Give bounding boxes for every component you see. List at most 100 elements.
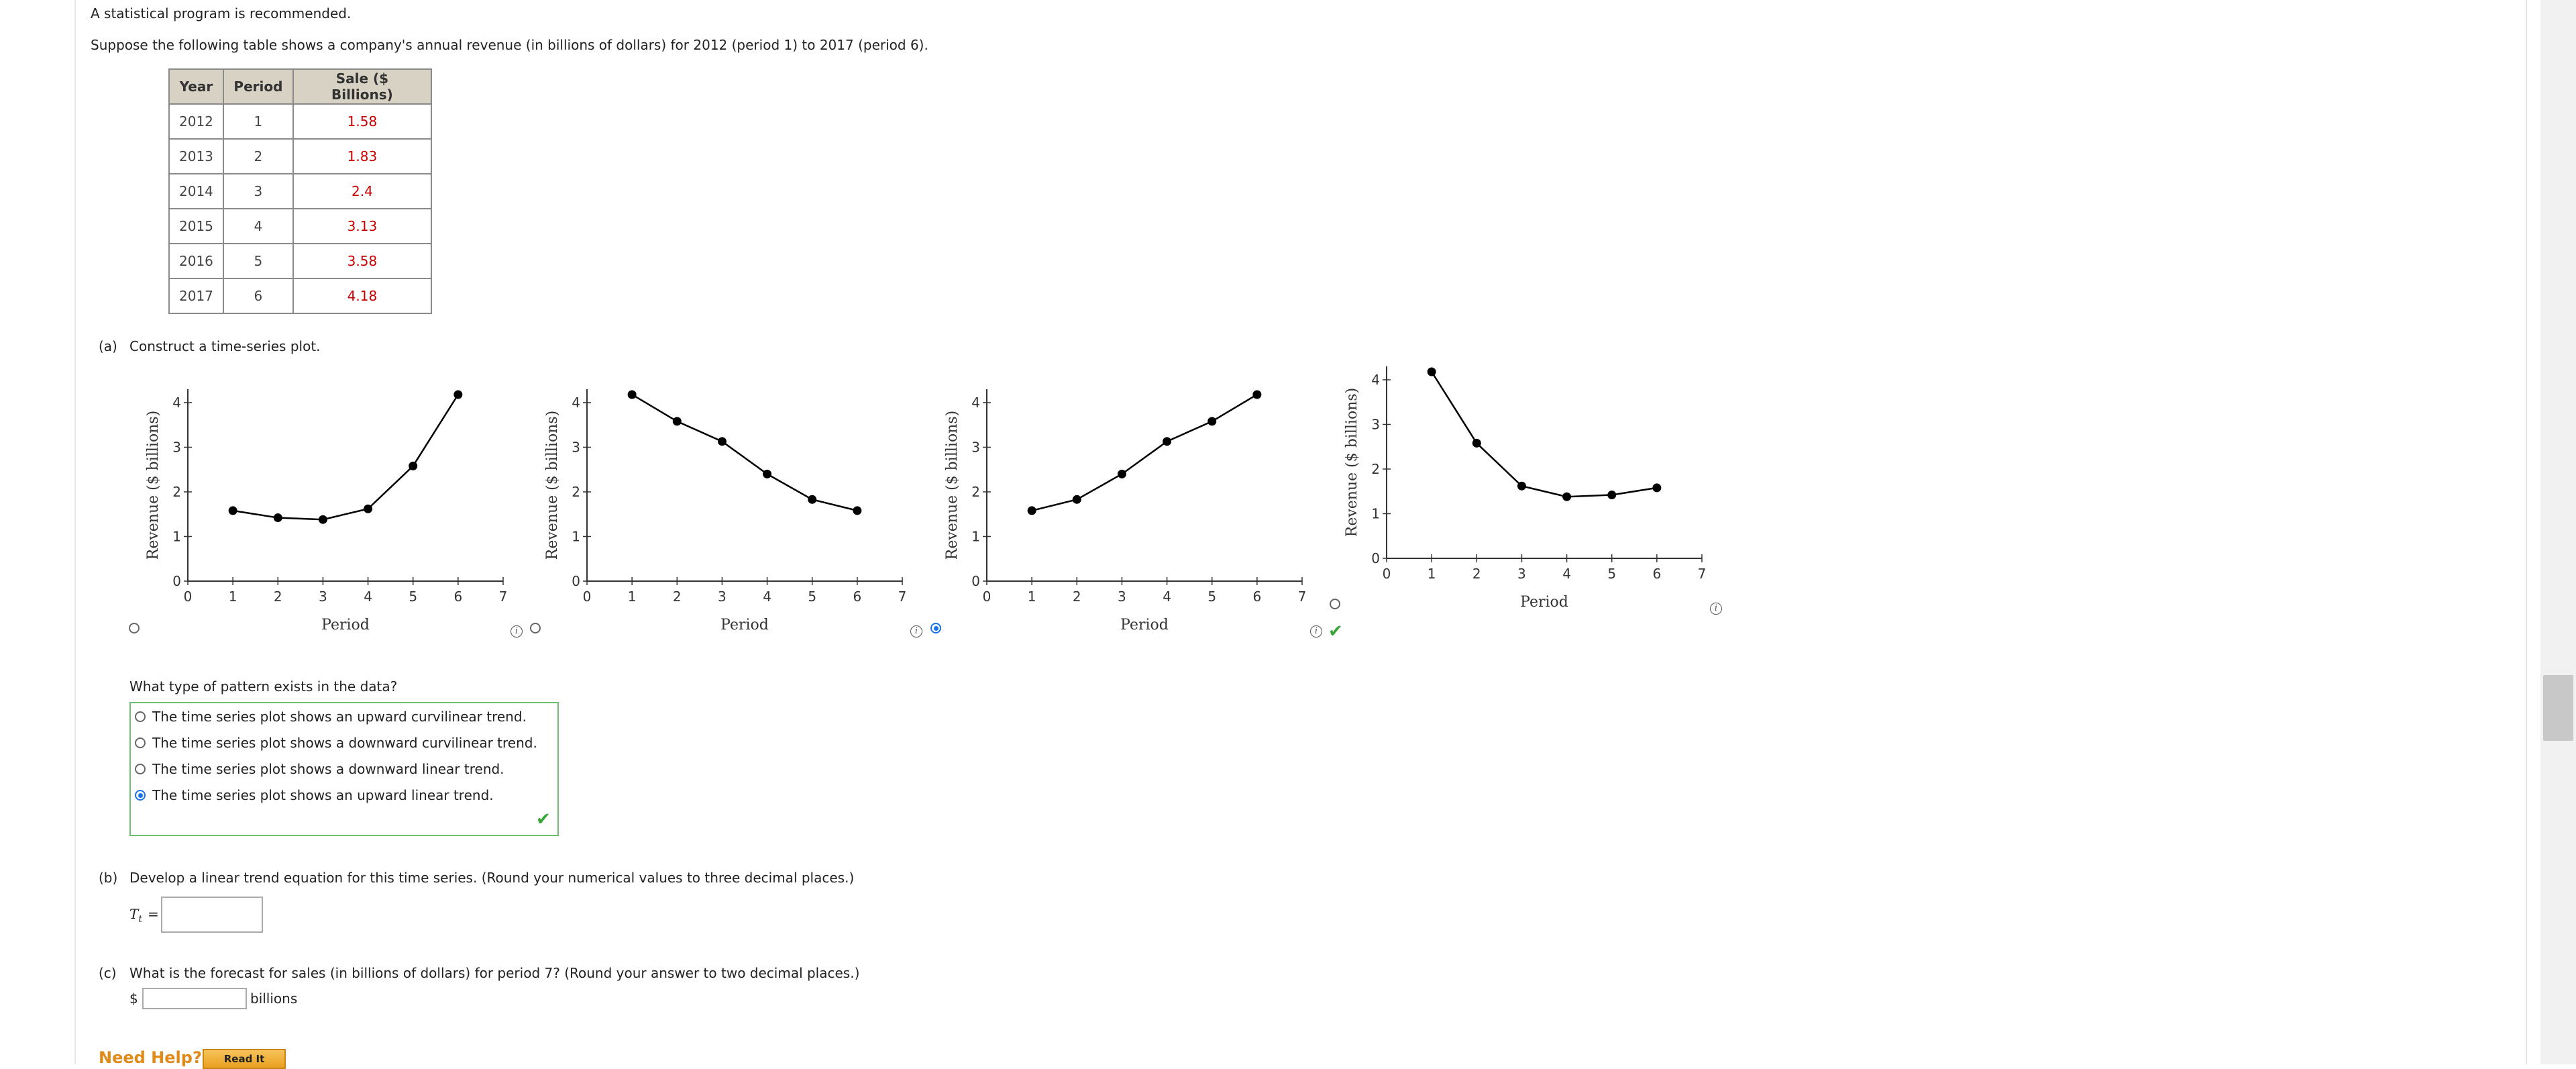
option-label: The time series plot shows a downward cu… [152,735,537,751]
table-row: 2016 5 3.58 [168,243,432,279]
cell-sale: 2.4 [292,173,432,209]
x-tick-label: 3 [1118,589,1126,605]
y-tick-label: 3 [971,439,980,455]
y-tick-label: 2 [172,484,181,500]
table-header-row: Year Period Sale ($ Billions) [168,68,432,105]
data-point [318,515,327,524]
x-tick-label: 6 [1252,589,1261,605]
chart-option-4: 0 1 2 3 4 5 6 7 0 1 2 3 4 Period Revenue ($ billions) [1336,353,1739,648]
y-tick-label: 4 [172,395,181,411]
x-tick-label: 3 [718,589,727,605]
data-point [453,390,463,399]
part-c-prompt: What is the forecast for sales (in billi… [129,965,860,981]
equals-sign: = [148,906,159,922]
x-tick-label: 2 [274,589,282,605]
x-tick-label: 2 [673,589,682,605]
table-row: 2014 3 2.4 [168,173,432,209]
x-tick-label: 2 [1073,589,1081,605]
data-point [364,504,373,513]
y-tick-label: 2 [1371,461,1380,477]
y-tick-label: 1 [971,528,980,544]
cell-period: 4 [222,208,294,244]
table-row: 2013 2 1.83 [168,138,432,174]
plot-radio-3[interactable] [930,623,941,633]
x-axis-label: Period [1520,594,1568,611]
option-radio[interactable] [135,737,146,748]
x-tick-label: 1 [1028,589,1036,605]
pattern-option[interactable]: The time series plot shows a downward li… [135,761,504,780]
cell-sale: 4.18 [292,278,432,314]
x-tick-label: 0 [1383,566,1391,582]
option-label: The time series plot shows a downward li… [152,761,504,777]
chart-option-1: 0 1 2 3 4 5 6 7 0 1 2 3 4 Period Revenue ($ billions) [138,376,540,671]
info-icon[interactable]: i [910,625,922,638]
option-radio[interactable] [135,764,146,774]
data-point [1562,492,1572,501]
part-a-label: (a) [99,338,117,354]
plot-radio-4[interactable] [1330,599,1340,609]
data-point [763,469,772,478]
plot-radio-2[interactable] [530,623,541,633]
cell-sale: 1.83 [292,138,432,174]
info-icon[interactable]: i [1710,603,1722,615]
series-line [631,393,858,512]
unit-label: billions [250,990,298,1007]
chart-svg: 0 1 2 3 4 5 6 7 0 1 2 3 4 Period Revenue ($ billions) [1344,366,1706,611]
cell-period: 5 [222,243,294,279]
y-tick-label: 2 [971,484,980,500]
sales-table: Year Period Sale ($ Billions) 2012 1 1.58 … [168,68,432,314]
data-point [1252,390,1262,399]
option-radio[interactable] [135,711,146,722]
part-c-label: (c) [99,965,117,981]
x-axis-label: Period [1120,617,1169,633]
data-point [853,506,862,515]
x-tick-label: 7 [1298,589,1307,605]
y-tick-label: 1 [1371,505,1380,521]
y-tick-label: 0 [1371,550,1380,566]
x-tick-label: 1 [1428,566,1436,582]
cell-year: 2015 [168,208,224,244]
x-tick-label: 6 [853,589,861,605]
data-point [1607,491,1617,500]
pattern-option[interactable]: The time series plot shows a downward cu… [135,735,537,754]
table-row: 2012 1 1.58 [168,103,432,140]
series-line [1431,371,1658,498]
pattern-option[interactable]: The time series plot shows an upward cur… [135,709,527,727]
check-icon: ✔ [1328,621,1343,642]
part-a-prompt: Construct a time-series plot. [129,338,321,354]
cell-year: 2016 [168,243,224,279]
option-radio[interactable] [135,790,146,801]
cell-year: 2012 [168,103,224,140]
x-tick-label: 4 [364,589,372,605]
data-point [273,513,282,523]
y-tick-label: 4 [971,395,980,411]
page-card [74,0,2527,1064]
chart-svg: 0 1 2 3 4 5 6 7 0 1 2 3 4 Period Revenue ($ billions) [145,389,507,633]
cell-sale: 3.58 [292,243,432,279]
read-it-button[interactable]: Read It [203,1049,286,1069]
x-tick-label: 0 [184,589,193,605]
scrollbar-track[interactable] [2540,0,2576,1064]
info-icon[interactable]: i [511,625,523,638]
forecast-input[interactable] [142,988,247,1009]
y-tick-label: 1 [172,528,181,544]
need-help-text: Need Help? [99,1048,202,1067]
y-axis-label: Revenue ($ billions) [544,411,561,560]
y-tick-label: 3 [172,439,181,455]
info-icon[interactable]: i [1310,625,1322,638]
trend-var-main: T [129,906,139,922]
table-row: 2015 4 3.13 [168,208,432,244]
data-point [1027,506,1036,515]
plot-radio-1[interactable] [129,623,140,633]
x-tick-label: 5 [409,589,417,605]
data-point [1208,417,1217,426]
col-header-year: Year [168,68,224,105]
trend-equation-input[interactable] [161,897,263,933]
x-tick-label: 7 [898,589,907,605]
x-tick-label: 6 [1652,566,1661,582]
scrollbar-thumb[interactable] [2543,675,2573,741]
data-point [627,390,637,399]
x-tick-label: 1 [628,589,637,605]
chart-svg: 0 1 2 3 4 5 6 7 0 1 2 3 4 Period Revenue ($ billions) [544,389,907,633]
pattern-option[interactable]: The time series plot shows an upward lin… [135,787,494,806]
